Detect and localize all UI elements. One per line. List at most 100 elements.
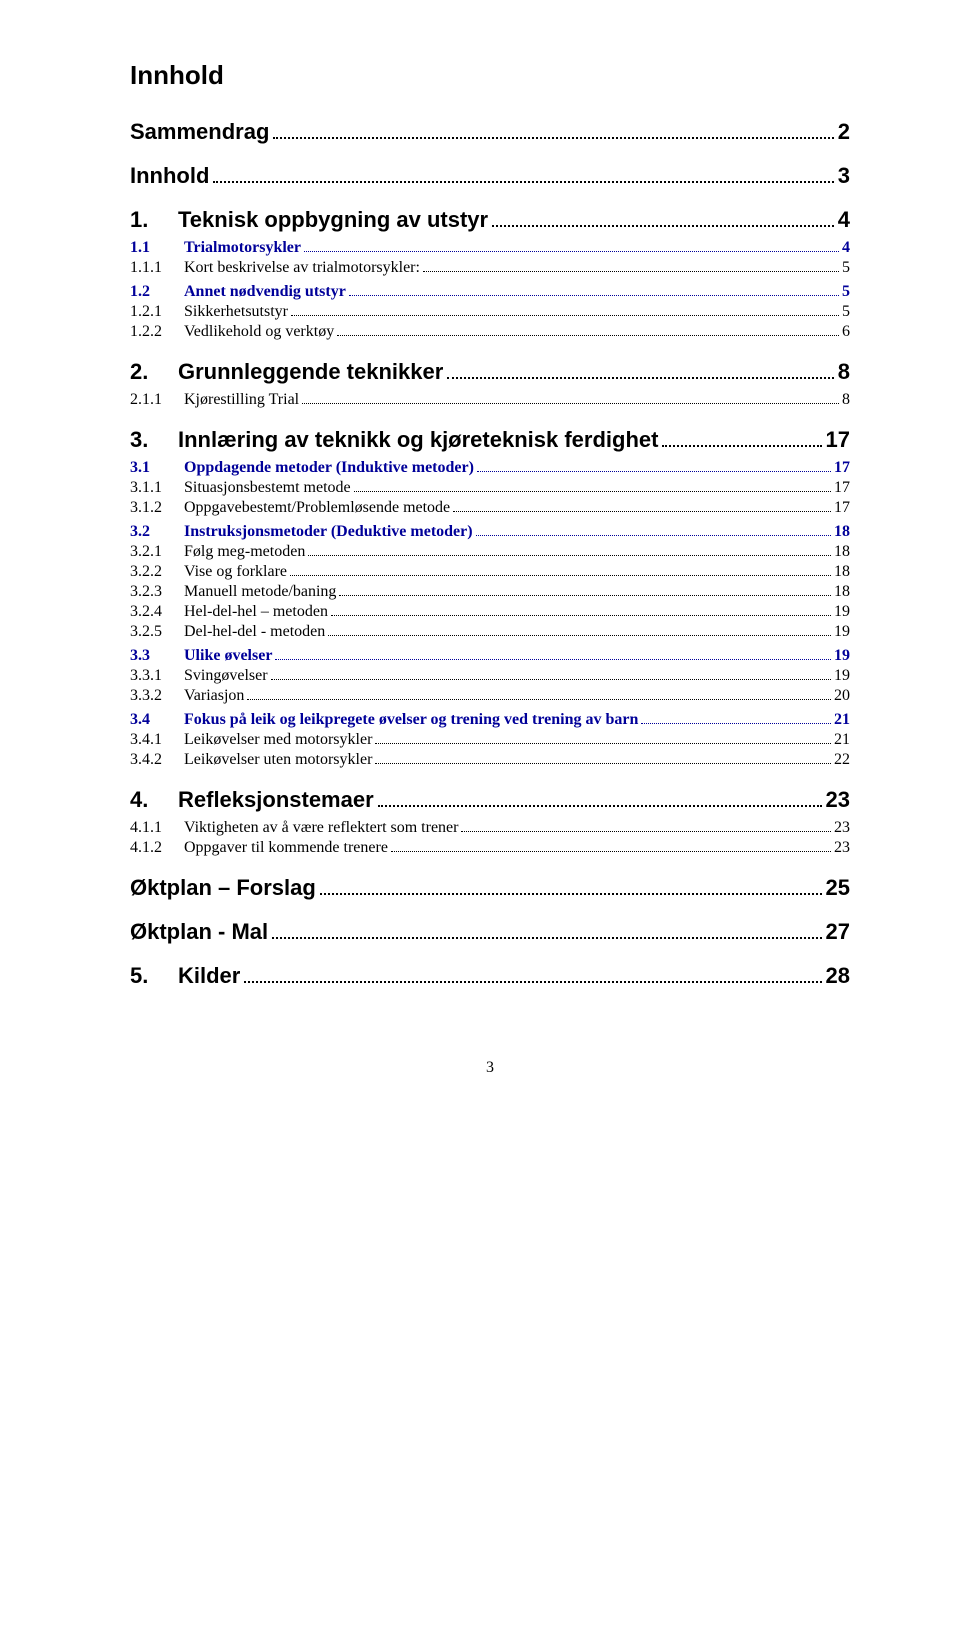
toc-entry-label: Trialmotorsykler (184, 239, 301, 257)
page-number: 3 (130, 1059, 850, 1077)
toc-entry[interactable]: Innhold3 (130, 163, 850, 189)
toc-entry-page: 23 (826, 787, 850, 813)
toc-entry[interactable]: 1.1Trialmotorsykler4 (130, 239, 850, 257)
toc-entry-page: 5 (842, 283, 850, 301)
toc-entry-page: 20 (834, 687, 850, 705)
toc-entry[interactable]: 3.2.2Vise og forklare18 (130, 563, 850, 581)
toc-entry-label: Teknisk oppbygning av utstyr (178, 207, 488, 233)
toc-entry[interactable]: 3.4Fokus på leik og leikpregete øvelser … (130, 711, 850, 729)
dot-leader (244, 981, 821, 983)
toc-entry-number: 3. (130, 427, 178, 453)
toc-entry-label: Viktigheten av å være reflektert som tre… (184, 819, 458, 837)
toc-entry-page: 23 (834, 839, 850, 857)
toc-entry-page: 8 (838, 359, 850, 385)
toc-entry-label: Oppgavebestemt/Problemløsende metode (184, 499, 450, 517)
toc-entry-page: 17 (834, 459, 850, 477)
toc-entry[interactable]: Øktplan - Mal27 (130, 919, 850, 945)
toc-entry-page: 17 (834, 499, 850, 517)
toc-entry-number: 2. (130, 359, 178, 385)
dot-leader (328, 635, 831, 636)
toc-entry[interactable]: 3.2.4Hel-del-hel – metoden19 (130, 603, 850, 621)
dot-leader (320, 893, 822, 895)
toc-entry-number: 5. (130, 963, 178, 989)
toc-entry-label: Kilder (178, 963, 240, 989)
dot-leader (290, 575, 831, 576)
toc-entry[interactable]: 3.Innlæring av teknikk og kjøreteknisk f… (130, 427, 850, 453)
toc-entry[interactable]: 4.1.1Viktigheten av å være reflektert so… (130, 819, 850, 837)
toc-entry[interactable]: 3.1Oppdagende metoder (Induktive metoder… (130, 459, 850, 477)
toc-entry[interactable]: 3.1.2Oppgavebestemt/Problemløsende metod… (130, 499, 850, 517)
toc-entry[interactable]: Øktplan – Forslag25 (130, 875, 850, 901)
toc-entry-number: 3.2.5 (130, 623, 184, 641)
toc-entry-label: Leikøvelser med motorsykler (184, 731, 372, 749)
toc-entry-number: 3.1.1 (130, 479, 184, 497)
toc-entry-page: 8 (842, 391, 850, 409)
toc-entry[interactable]: 3.3.1Svingøvelser19 (130, 667, 850, 685)
toc-entry-page: 21 (834, 731, 850, 749)
toc-entry-page: 18 (834, 563, 850, 581)
toc-entry[interactable]: 3.2.1Følg meg-metoden18 (130, 543, 850, 561)
toc-entry-number: 1.1 (130, 239, 184, 257)
toc-entry[interactable]: 1.2Annet nødvendig utstyr5 (130, 283, 850, 301)
toc-entry-label: Innhold (130, 163, 209, 189)
toc-entry-label: Grunnleggende teknikker (178, 359, 443, 385)
dot-leader (492, 225, 834, 227)
toc-entry-page: 22 (834, 751, 850, 769)
toc-entry[interactable]: 3.2.3Manuell metode/baning18 (130, 583, 850, 601)
toc-entry[interactable]: 2.Grunnleggende teknikker 8 (130, 359, 850, 385)
toc-entry-number: 4. (130, 787, 178, 813)
toc-entry-page: 23 (834, 819, 850, 837)
toc-entry-number: 3.3.2 (130, 687, 184, 705)
toc-entry[interactable]: 1.2.1Sikkerhetsutstyr5 (130, 303, 850, 321)
toc-entry[interactable]: 5.Kilder28 (130, 963, 850, 989)
toc-entry[interactable]: 4.Refleksjonstemaer 23 (130, 787, 850, 813)
toc-entry-number: 3.2 (130, 523, 184, 541)
dot-leader (641, 723, 831, 724)
toc-entry[interactable]: 1.1.1Kort beskrivelse av trialmotorsykle… (130, 259, 850, 277)
toc-entry-label: Følg meg-metoden (184, 543, 305, 561)
dot-leader (275, 659, 831, 660)
toc-entry-label: Refleksjonstemaer (178, 787, 374, 813)
toc-entry[interactable]: 3.1.1Situasjonsbestemt metode17 (130, 479, 850, 497)
toc-entry-label: Ulike øvelser (184, 647, 272, 665)
toc-entry[interactable]: 4.1.2Oppgaver til kommende trenere23 (130, 839, 850, 857)
dot-leader (453, 511, 831, 512)
dot-leader (375, 743, 831, 744)
toc-entry-label: Sammendrag (130, 119, 269, 145)
toc-entry-number: 1.1.1 (130, 259, 184, 277)
toc-entry[interactable]: 3.3.2Variasjon 20 (130, 687, 850, 705)
toc-entry[interactable]: 3.4.2Leikøvelser uten motorsykler22 (130, 751, 850, 769)
toc-entry-label: Kort beskrivelse av trialmotorsykler: (184, 259, 420, 277)
toc-entry-page: 18 (834, 523, 850, 541)
toc-entry[interactable]: 1.2.2Vedlikehold og verktøy6 (130, 323, 850, 341)
toc-entry-label: Manuell metode/baning (184, 583, 336, 601)
dot-leader (273, 137, 833, 139)
dot-leader (461, 831, 831, 832)
dot-leader (302, 403, 839, 404)
dot-leader (378, 805, 822, 807)
toc-entry-page: 18 (834, 543, 850, 561)
toc-entry[interactable]: 1.Teknisk oppbygning av utstyr4 (130, 207, 850, 233)
toc-entry[interactable]: Sammendrag 2 (130, 119, 850, 145)
toc-entry[interactable]: 3.4.1Leikøvelser med motorsykler 21 (130, 731, 850, 749)
table-of-contents: Sammendrag 2 Innhold3 1.Teknisk oppbygning … (130, 119, 850, 989)
toc-entry[interactable]: 3.2.5Del-hel-del - metoden19 (130, 623, 850, 641)
toc-entry-number: 3.4.1 (130, 731, 184, 749)
toc-entry-page: 2 (838, 119, 850, 145)
dot-leader (213, 181, 833, 183)
toc-entry-label: Variasjon (184, 687, 244, 705)
toc-entry-label: Innlæring av teknikk og kjøreteknisk fer… (178, 427, 658, 453)
toc-entry-number: 1.2.1 (130, 303, 184, 321)
dot-leader (247, 699, 831, 700)
toc-entry-page: 5 (842, 303, 850, 321)
toc-entry-label: Kjørestilling Trial (184, 391, 299, 409)
toc-entry-page: 19 (834, 603, 850, 621)
toc-entry[interactable]: 2.1.1Kjørestilling Trial8 (130, 391, 850, 409)
toc-entry[interactable]: 3.3Ulike øvelser19 (130, 647, 850, 665)
dot-leader (291, 315, 839, 316)
toc-entry-page: 18 (834, 583, 850, 601)
toc-entry-label: Vedlikehold og verktøy (184, 323, 334, 341)
toc-entry-number: 3.1.2 (130, 499, 184, 517)
toc-entry[interactable]: 3.2Instruksjonsmetoder (Deduktive metode… (130, 523, 850, 541)
toc-entry-label: Øktplan – Forslag (130, 875, 316, 901)
